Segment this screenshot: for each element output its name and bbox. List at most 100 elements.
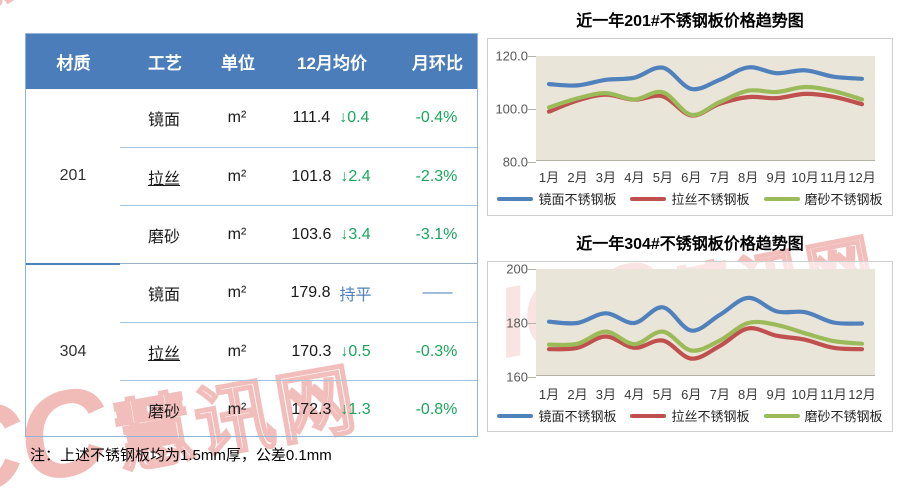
- legend-label: 镜面不锈钢板: [538, 409, 617, 424]
- legend-label: 磨砂不锈钢板: [804, 192, 883, 207]
- y-axis-tick-mark: [527, 377, 536, 378]
- x-axis-tick-label: 4月: [624, 387, 645, 402]
- y-axis-tick-mark: [527, 269, 536, 270]
- x-axis-tick-label: 9月: [766, 387, 787, 402]
- legend-line-swatch: [497, 196, 534, 201]
- price-cell: 179.8 持平: [266, 264, 396, 322]
- legend-label: 拉丝不锈钢板: [671, 192, 750, 207]
- chart-legend: 镜面不锈钢板 拉丝不锈钢板 磨砂不锈钢板: [488, 189, 892, 208]
- material-group-201: 201 镜面 m² 111.4 ↓0.4 -0.4% 拉丝 m² 101.8 ↓2.4 -2.3% 磨…: [26, 89, 477, 263]
- unit-cell: m²: [227, 284, 247, 301]
- x-axis-tick-label: 6月: [681, 170, 702, 185]
- x-axis-tick-label: 7月: [709, 170, 730, 185]
- chart-title: 近一年201#不锈钢板价格趋势图: [576, 13, 804, 30]
- table-row: 拉丝 m² 170.3 ↓0.5 -0.3%: [120, 322, 477, 380]
- process-cell: 镜面: [147, 287, 180, 304]
- mom-cell: -0.4%: [415, 109, 458, 126]
- group-rows: 镜面 m² 179.8 持平 —— 拉丝 m² 170.3 ↓0.5 -0.3% 磨砂 m² 172.3…: [120, 264, 477, 438]
- series-line-0: [546, 65, 865, 92]
- legend-line-swatch: [763, 413, 800, 418]
- price-change: ↓3.4: [340, 225, 371, 243]
- x-axis-tick-label: 4月: [624, 170, 645, 185]
- x-axis-tick-label: 11月: [820, 170, 847, 185]
- price-cell: 170.3 ↓0.5: [266, 323, 396, 380]
- y-axis-tick-label: 160: [506, 369, 528, 385]
- chart-304-trend: 近一年304#不锈钢板价格趋势图 200 180 160 1月 2月 3月 4月 5月 6月 7月 8…: [487, 233, 893, 432]
- price-value: 170.3: [291, 342, 332, 360]
- x-axis-tick-label: 12月: [848, 387, 876, 402]
- price-value: 101.8: [291, 167, 332, 185]
- table-row: 镜面 m² 179.8 持平 ——: [120, 264, 477, 322]
- price-change: ↓0.5: [340, 342, 371, 360]
- column-header-2: 单位: [221, 54, 255, 73]
- legend-item-1: 拉丝不锈钢板: [630, 189, 750, 208]
- series-line-2: [546, 84, 865, 118]
- chart-legend: 镜面不锈钢板 拉丝不锈钢板 磨砂不锈钢板: [488, 406, 892, 425]
- price-change: ↓1.3: [340, 400, 371, 418]
- mom-cell: -0.3%: [415, 342, 458, 360]
- y-axis-tick-mark: [527, 109, 536, 110]
- mom-cell: -0.8%: [415, 400, 458, 418]
- column-header-3: 12月均价: [297, 54, 367, 73]
- unit-cell: m²: [227, 109, 247, 126]
- watermark-cn-text: 慧讯网: [0, 0, 139, 23]
- legend-line-swatch: [763, 196, 800, 201]
- unit-cell: m²: [227, 225, 247, 243]
- x-axis-tick-label: 7月: [709, 387, 730, 402]
- x-axis-tick-label: 10月: [791, 387, 819, 402]
- x-axis-tick-label: 1月: [538, 170, 560, 185]
- material-label: 304: [26, 263, 120, 438]
- price-value: 172.3: [291, 400, 332, 418]
- x-axis-tick-label: 10月: [791, 170, 819, 185]
- y-axis-tick-mark: [527, 323, 536, 324]
- legend-item-0: 镜面不锈钢板: [497, 189, 616, 208]
- legend-item-2: 磨砂不锈钢板: [763, 189, 883, 208]
- table-row: 磨砂 m² 103.6 ↓3.4 -3.1%: [120, 205, 477, 263]
- price-change: 持平: [339, 287, 372, 304]
- legend-line-swatch: [630, 196, 667, 201]
- group-rows: 镜面 m² 111.4 ↓0.4 -0.4% 拉丝 m² 101.8 ↓2.4 -2.3% 磨砂 m²…: [120, 89, 477, 263]
- x-axis-tick-label: 12月: [848, 170, 876, 185]
- mom-cell: ——: [422, 284, 453, 301]
- process-cell: 镜面: [147, 112, 180, 129]
- unit-cell: m²: [227, 167, 247, 185]
- legend-item-0: 镜面不锈钢板: [497, 406, 616, 425]
- column-header-0: 材质: [56, 54, 91, 73]
- trend-lines: [546, 295, 865, 361]
- legend-item-1: 拉丝不锈钢板: [630, 406, 750, 425]
- x-axis-tick-label: 3月: [595, 170, 617, 185]
- legend-item-2: 磨砂不锈钢板: [763, 406, 883, 425]
- legend-label: 镜面不锈钢板: [538, 192, 617, 207]
- x-axis-tick-label: 5月: [652, 170, 673, 185]
- mom-cell: -2.3%: [415, 167, 458, 185]
- y-axis-tick-label: 200: [506, 261, 528, 277]
- y-axis-tick-label: 100.0: [495, 101, 528, 117]
- process-cell: 磨砂: [147, 403, 180, 421]
- price-table-body: 201 镜面 m² 111.4 ↓0.4 -0.4% 拉丝 m² 101.8 ↓2.4 -2.3% 磨…: [26, 89, 477, 438]
- y-axis-tick-mark: [527, 56, 536, 57]
- price-change: ↓0.4: [339, 109, 370, 126]
- table-note: 注：上述不锈钢板均为1.5mm厚，公差0.1mm: [30, 447, 332, 464]
- unit-cell: m²: [227, 342, 247, 360]
- series-line-2: [546, 319, 865, 353]
- price-value: 179.8: [290, 284, 331, 301]
- x-axis-tick-label: 5月: [652, 387, 673, 402]
- trend-lines: [546, 65, 865, 118]
- process-cell: 拉丝: [147, 345, 180, 363]
- y-axis-tick-mark: [527, 162, 536, 163]
- chart-201-trend: 近一年201#不锈钢板价格趋势图 120.0 100.0 80.0 1月 2月 3月 4月 5月…: [487, 10, 893, 216]
- price-cell: 101.8 ↓2.4: [266, 148, 396, 205]
- x-axis-tick-label: 11月: [820, 387, 847, 402]
- column-header-4: 月环比: [412, 54, 463, 73]
- x-axis-tick-label: 6月: [681, 387, 702, 402]
- price-change: ↓2.4: [340, 167, 371, 185]
- price-table: 材质 工艺 单位 12月均价 月环比 201 镜面 m² 111.4 ↓0.4 -0.4% 拉丝 m²…: [25, 33, 478, 437]
- table-row: 镜面 m² 111.4 ↓0.4 -0.4%: [120, 89, 477, 147]
- x-axis-tick-label: 9月: [766, 170, 787, 185]
- legend-label: 拉丝不锈钢板: [671, 409, 750, 424]
- x-axis-tick-label: 1月: [538, 387, 560, 402]
- plot-background: [536, 56, 875, 161]
- column-header-1: 工艺: [148, 54, 182, 73]
- material-label: 201: [59, 167, 87, 184]
